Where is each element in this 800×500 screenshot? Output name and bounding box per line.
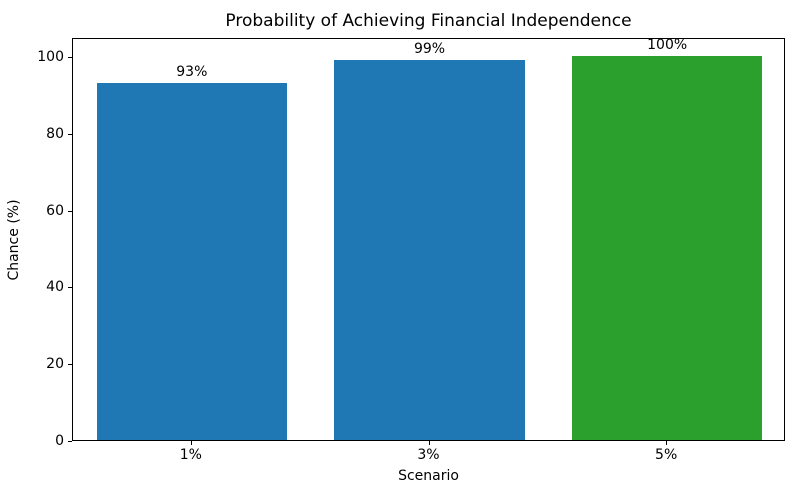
y-tick-mark bbox=[68, 287, 72, 289]
x-tick-mark bbox=[666, 441, 668, 445]
y-tick-mark bbox=[68, 133, 72, 135]
y-tick-label: 20 bbox=[46, 356, 64, 373]
plot-area: 93% 99% 100% bbox=[72, 37, 785, 441]
y-tick-mark bbox=[68, 210, 72, 212]
y-tick-label: 80 bbox=[46, 125, 64, 142]
x-tick-label: 3% bbox=[417, 447, 440, 463]
bar-1% bbox=[96, 83, 287, 440]
y-tick-mark bbox=[68, 441, 72, 442]
bar-3% bbox=[334, 60, 525, 440]
y-tick-mark bbox=[68, 364, 72, 366]
y-tick-label: 40 bbox=[46, 279, 64, 296]
bar-value-label: 93% bbox=[176, 64, 208, 81]
x-axis-label: Scenario bbox=[398, 468, 459, 484]
y-tick-mark bbox=[68, 57, 72, 59]
bar-5% bbox=[572, 56, 763, 440]
bar-value-label: 100% bbox=[647, 37, 688, 54]
x-tick-label: 1% bbox=[179, 447, 202, 463]
y-tick-label: 0 bbox=[55, 433, 64, 449]
x-tick-label: 5% bbox=[655, 447, 678, 463]
y-tick-label: 60 bbox=[46, 202, 64, 219]
bar-value-label: 99% bbox=[413, 41, 446, 58]
y-tick-label: 100 bbox=[37, 49, 64, 66]
chart-title: Probability of Achieving Financial Indep… bbox=[225, 11, 632, 31]
x-tick-mark bbox=[190, 441, 192, 445]
x-tick-mark bbox=[428, 441, 430, 445]
